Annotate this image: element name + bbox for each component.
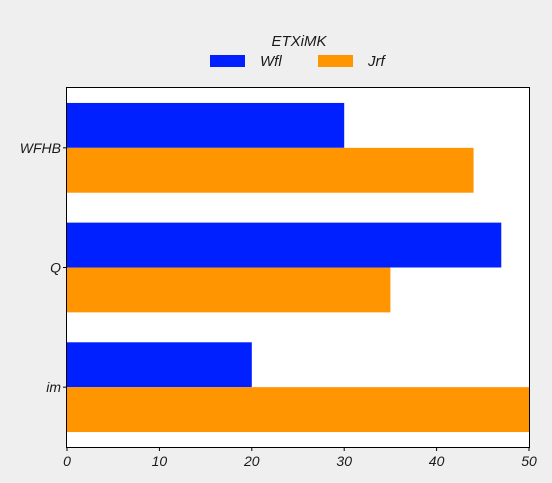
y-tick-label-wfhb: WFHB bbox=[20, 140, 61, 156]
x-tick-label-30: 30 bbox=[336, 453, 352, 469]
legend: ETXiMK Wfl Jrf bbox=[210, 33, 386, 70]
y-tick-label-q: Q bbox=[50, 260, 61, 276]
x-tick-label-50: 50 bbox=[521, 453, 537, 469]
legend-title: ETXiMK bbox=[271, 33, 327, 50]
legend-swatch-wfl bbox=[210, 55, 245, 67]
y-tick-label-im: im bbox=[46, 379, 61, 395]
x-tick-label-0: 0 bbox=[63, 453, 71, 469]
y-tick-labels: WFHB Qim bbox=[20, 140, 67, 395]
bar-jrf-q bbox=[67, 267, 391, 313]
x-tick-label-20: 20 bbox=[243, 453, 260, 469]
bar-jrf-im bbox=[67, 387, 529, 433]
bars-group bbox=[67, 102, 529, 433]
bar-wfl-q bbox=[67, 222, 502, 268]
bar-jrf-wfhb bbox=[67, 147, 474, 193]
x-tick-label-40: 40 bbox=[429, 453, 445, 469]
legend-label-wfl: Wfl bbox=[260, 53, 282, 70]
bar-wfl-wfhb bbox=[67, 102, 345, 148]
legend-label-jrf: Jrf bbox=[367, 53, 386, 70]
x-tick-labels: 0 10 20 30 40 50 bbox=[63, 447, 537, 469]
bar-wfl-im bbox=[67, 342, 252, 388]
legend-swatch-jrf bbox=[318, 55, 353, 67]
x-tick-label-10: 10 bbox=[152, 453, 168, 469]
